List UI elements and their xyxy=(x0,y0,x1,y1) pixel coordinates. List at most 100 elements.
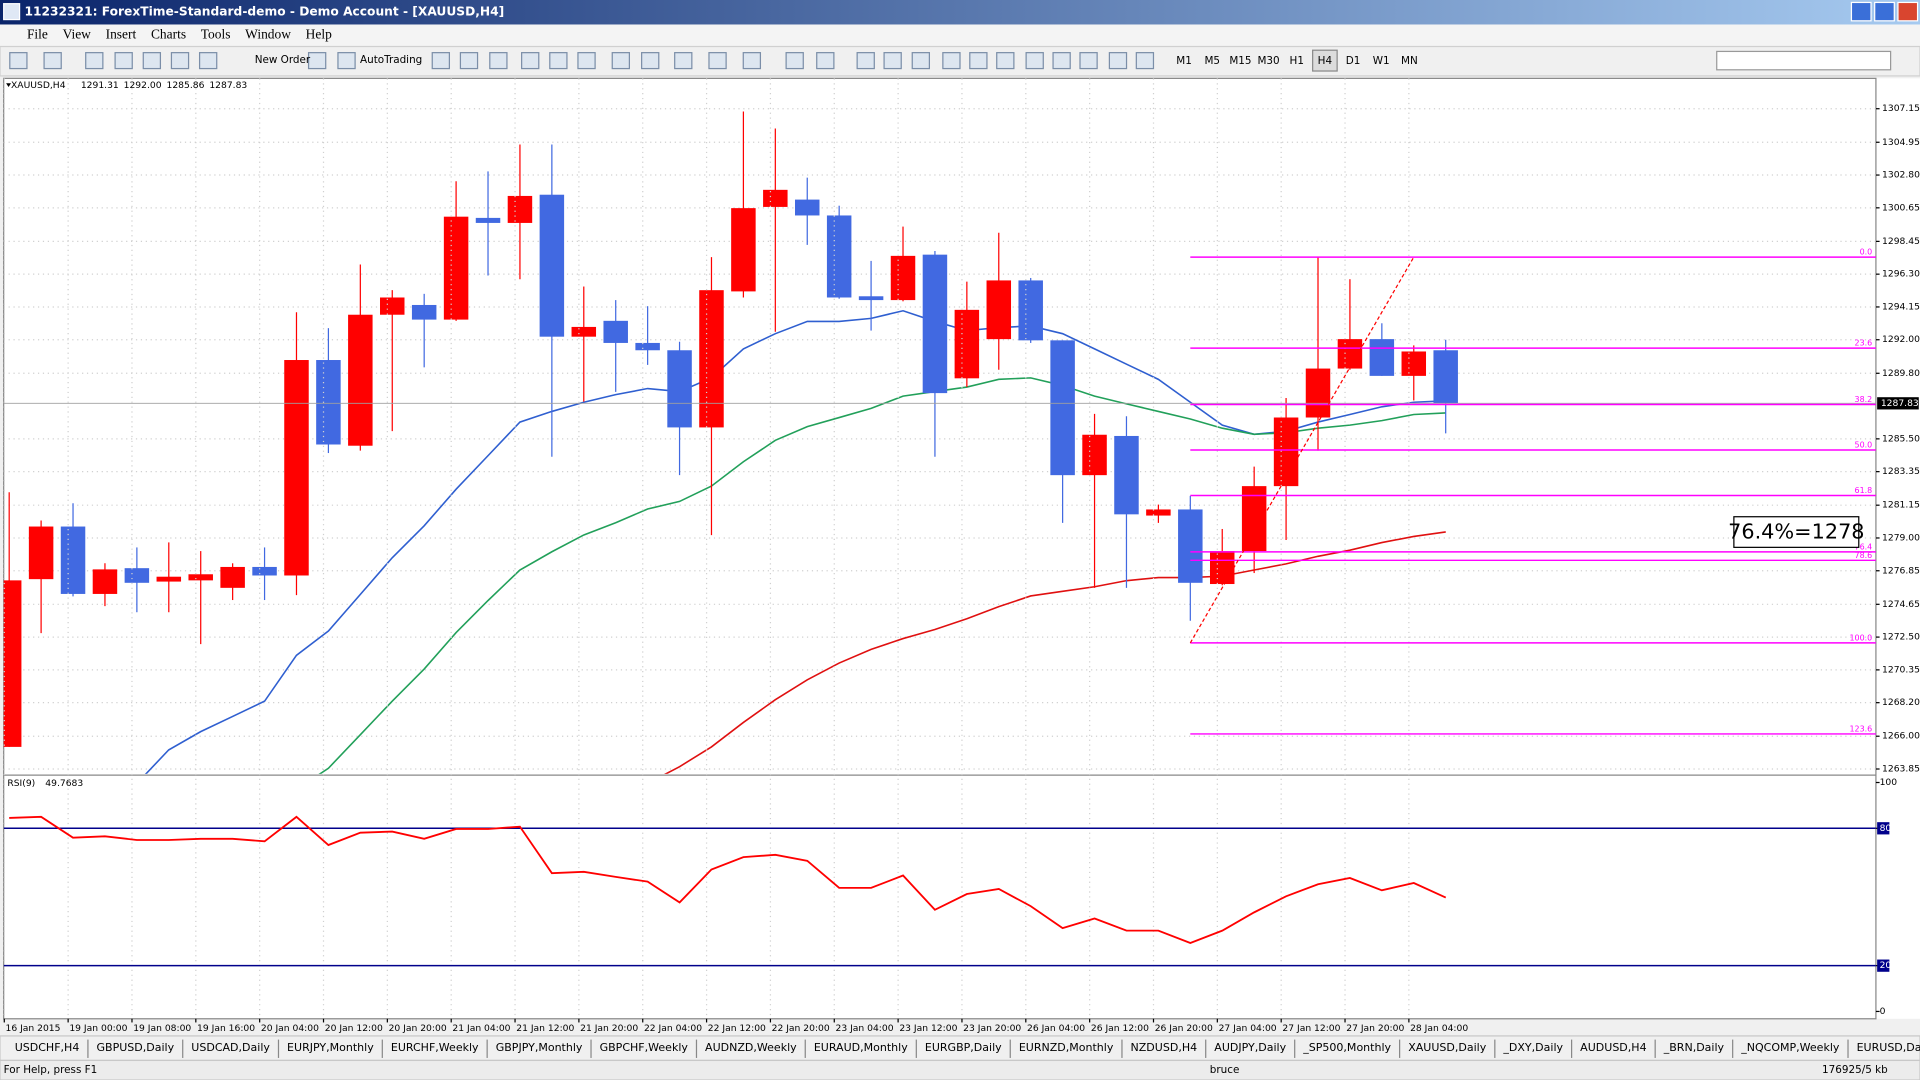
timeframe-button[interactable]: MN xyxy=(1401,55,1418,67)
toolbar-icon[interactable] xyxy=(431,52,450,70)
menu-item[interactable]: View xyxy=(63,27,92,42)
y-tick-label: 1283.35 xyxy=(1882,466,1920,477)
x-tick-label: 27 Jan 12:00 xyxy=(1282,1023,1340,1034)
candle-body xyxy=(220,566,245,588)
menu-item[interactable]: Tools xyxy=(201,27,231,42)
chart-tab[interactable]: EURUSD,Daily xyxy=(1857,1041,1920,1054)
chart-tab[interactable]: EURJPY,Monthly xyxy=(287,1041,374,1054)
toolbar-icon[interactable] xyxy=(942,52,961,70)
timeframe-button[interactable]: M5 xyxy=(1204,55,1220,67)
menu-item[interactable]: File xyxy=(27,27,48,42)
chart-tab[interactable]: USDCHF,H4 xyxy=(15,1041,80,1054)
chart-tab[interactable]: EURAUD,Monthly xyxy=(814,1041,908,1054)
chart-tab[interactable]: USDCAD,Daily xyxy=(191,1041,270,1054)
autotrading-button[interactable]: AutoTrading xyxy=(360,54,422,66)
chart-tab[interactable]: EURCHF,Weekly xyxy=(391,1041,479,1054)
chart-tab[interactable]: _DXY,Daily xyxy=(1502,1041,1563,1054)
chart-tab[interactable]: EURGBP,Daily xyxy=(925,1041,1002,1054)
toolbar-icon[interactable] xyxy=(816,52,835,70)
chart-tab[interactable]: AUDUSD,H4 xyxy=(1580,1041,1646,1054)
toolbar-icon[interactable] xyxy=(641,52,660,70)
toolbar-icon[interactable] xyxy=(142,52,162,70)
y-tick-label: 1263.85 xyxy=(1882,763,1920,774)
toolbar-icon[interactable] xyxy=(43,52,62,70)
toolbar-icon[interactable] xyxy=(1108,52,1128,70)
toolbar-icon[interactable] xyxy=(1135,52,1155,70)
toolbar-icon[interactable] xyxy=(198,52,218,70)
fibonacci: 0.0 23.6 38.2 50.0 61.8 76.478.6 100.0 123.6 xyxy=(1189,248,1876,735)
toolbar-icon[interactable] xyxy=(996,52,1015,70)
y-tick-label: 1292.00 xyxy=(1882,334,1920,345)
toolbar-icon[interactable] xyxy=(856,52,875,70)
chart-tab[interactable]: EURNZD,Monthly xyxy=(1019,1041,1114,1054)
rsi-tick-label: 100 xyxy=(1880,777,1898,788)
toolbar-icon[interactable] xyxy=(489,52,508,70)
toolbar-icon[interactable] xyxy=(307,52,327,70)
rsi-plot xyxy=(3,815,1876,967)
toolbar-icon[interactable] xyxy=(549,52,568,70)
toolbar-buttons: New Order AutoTrading M1 M5 M15 M30 H1 H4 D1 W1 MN xyxy=(9,49,1418,72)
timeframe-button[interactable]: W1 xyxy=(1373,55,1390,67)
timeframe-button[interactable]: H1 xyxy=(1290,55,1304,67)
timeframe-button[interactable]: M15 xyxy=(1229,55,1251,67)
candle-body xyxy=(1114,435,1139,515)
chart-tab[interactable]: AUDJPY,Daily xyxy=(1214,1041,1286,1054)
current-price-label: 1287.83 xyxy=(1881,398,1919,409)
timeframe-button[interactable]: M30 xyxy=(1257,55,1279,67)
toolbar-icon[interactable] xyxy=(883,52,902,70)
x-tick-label: 23 Jan 20:00 xyxy=(963,1023,1021,1034)
toolbar-icon[interactable] xyxy=(742,52,762,70)
candle-body xyxy=(475,217,501,223)
chart-area xyxy=(3,78,1876,1019)
toolbar-icon[interactable] xyxy=(969,52,988,70)
toolbar-icon[interactable] xyxy=(85,52,104,70)
toolbar-icon[interactable] xyxy=(521,52,540,70)
menu-item[interactable]: Window xyxy=(245,27,291,42)
new-order-button[interactable]: New Order xyxy=(255,54,311,66)
chart-tab[interactable]: _BRN,Daily xyxy=(1663,1041,1725,1054)
chart-tab[interactable]: AUDNZD,Weekly xyxy=(705,1041,797,1054)
x-tick-label: 21 Jan 20:00 xyxy=(580,1023,638,1034)
toolbar-icon[interactable] xyxy=(337,52,356,70)
rsi-value: 49.7683 xyxy=(45,778,83,789)
fib-label: 100.0 xyxy=(1850,633,1873,642)
y-tick-label: 1285.50 xyxy=(1882,433,1920,444)
minimize-button[interactable] xyxy=(1850,1,1872,22)
restore-button[interactable] xyxy=(1874,1,1895,22)
chart-tab[interactable]: _SP500,Monthly xyxy=(1302,1041,1391,1054)
toolbar-icon[interactable] xyxy=(9,52,28,70)
candle-body xyxy=(635,342,660,351)
rsi-tick-label: 80 xyxy=(1880,823,1892,834)
toolbar-icon[interactable] xyxy=(611,52,630,70)
status-profile: bruce xyxy=(1210,1064,1240,1076)
chart-tab[interactable]: GBPJPY,Monthly xyxy=(496,1041,583,1054)
toolbar-icon[interactable] xyxy=(1079,52,1098,70)
chart-tab[interactable]: _NQCOMP,Weekly xyxy=(1740,1041,1840,1054)
chart-tab[interactable]: XAUUSD,Daily xyxy=(1408,1041,1487,1054)
timeframe-button[interactable]: D1 xyxy=(1346,55,1361,67)
x-tick-label: 16 Jan 2015 xyxy=(6,1023,61,1034)
toolbar-icon[interactable] xyxy=(170,52,190,70)
timeframe-button[interactable]: M1 xyxy=(1176,55,1192,67)
status-traffic: 176925/5 kb xyxy=(1822,1064,1888,1076)
menu-item[interactable]: Help xyxy=(306,27,332,42)
toolbar-icon[interactable] xyxy=(459,52,479,70)
toolbar-icon[interactable] xyxy=(785,52,804,70)
chart-tab[interactable]: GBPUSD,Daily xyxy=(96,1041,174,1054)
chart-tab[interactable]: GBPCHF,Weekly xyxy=(600,1041,689,1054)
toolbar-icon[interactable] xyxy=(1052,52,1071,70)
toolbar-icon[interactable] xyxy=(911,52,930,70)
menu-item[interactable]: Insert xyxy=(106,27,137,42)
toolbar-icon[interactable] xyxy=(708,52,727,70)
toolbar-icon[interactable] xyxy=(114,52,133,70)
toolbar-icon[interactable] xyxy=(577,52,596,70)
toolbar-icon[interactable] xyxy=(1025,52,1044,70)
close-button[interactable] xyxy=(1897,1,1919,22)
candle-body xyxy=(507,195,533,223)
search-box[interactable] xyxy=(1716,50,1892,71)
toolbar-icon[interactable] xyxy=(674,52,693,70)
y-tick-label: 1281.15 xyxy=(1882,500,1920,511)
menu-item[interactable]: Charts xyxy=(151,27,186,42)
chart-tab[interactable]: NZDUSD,H4 xyxy=(1131,1041,1198,1054)
timeframe-button[interactable]: H4 xyxy=(1318,55,1333,67)
